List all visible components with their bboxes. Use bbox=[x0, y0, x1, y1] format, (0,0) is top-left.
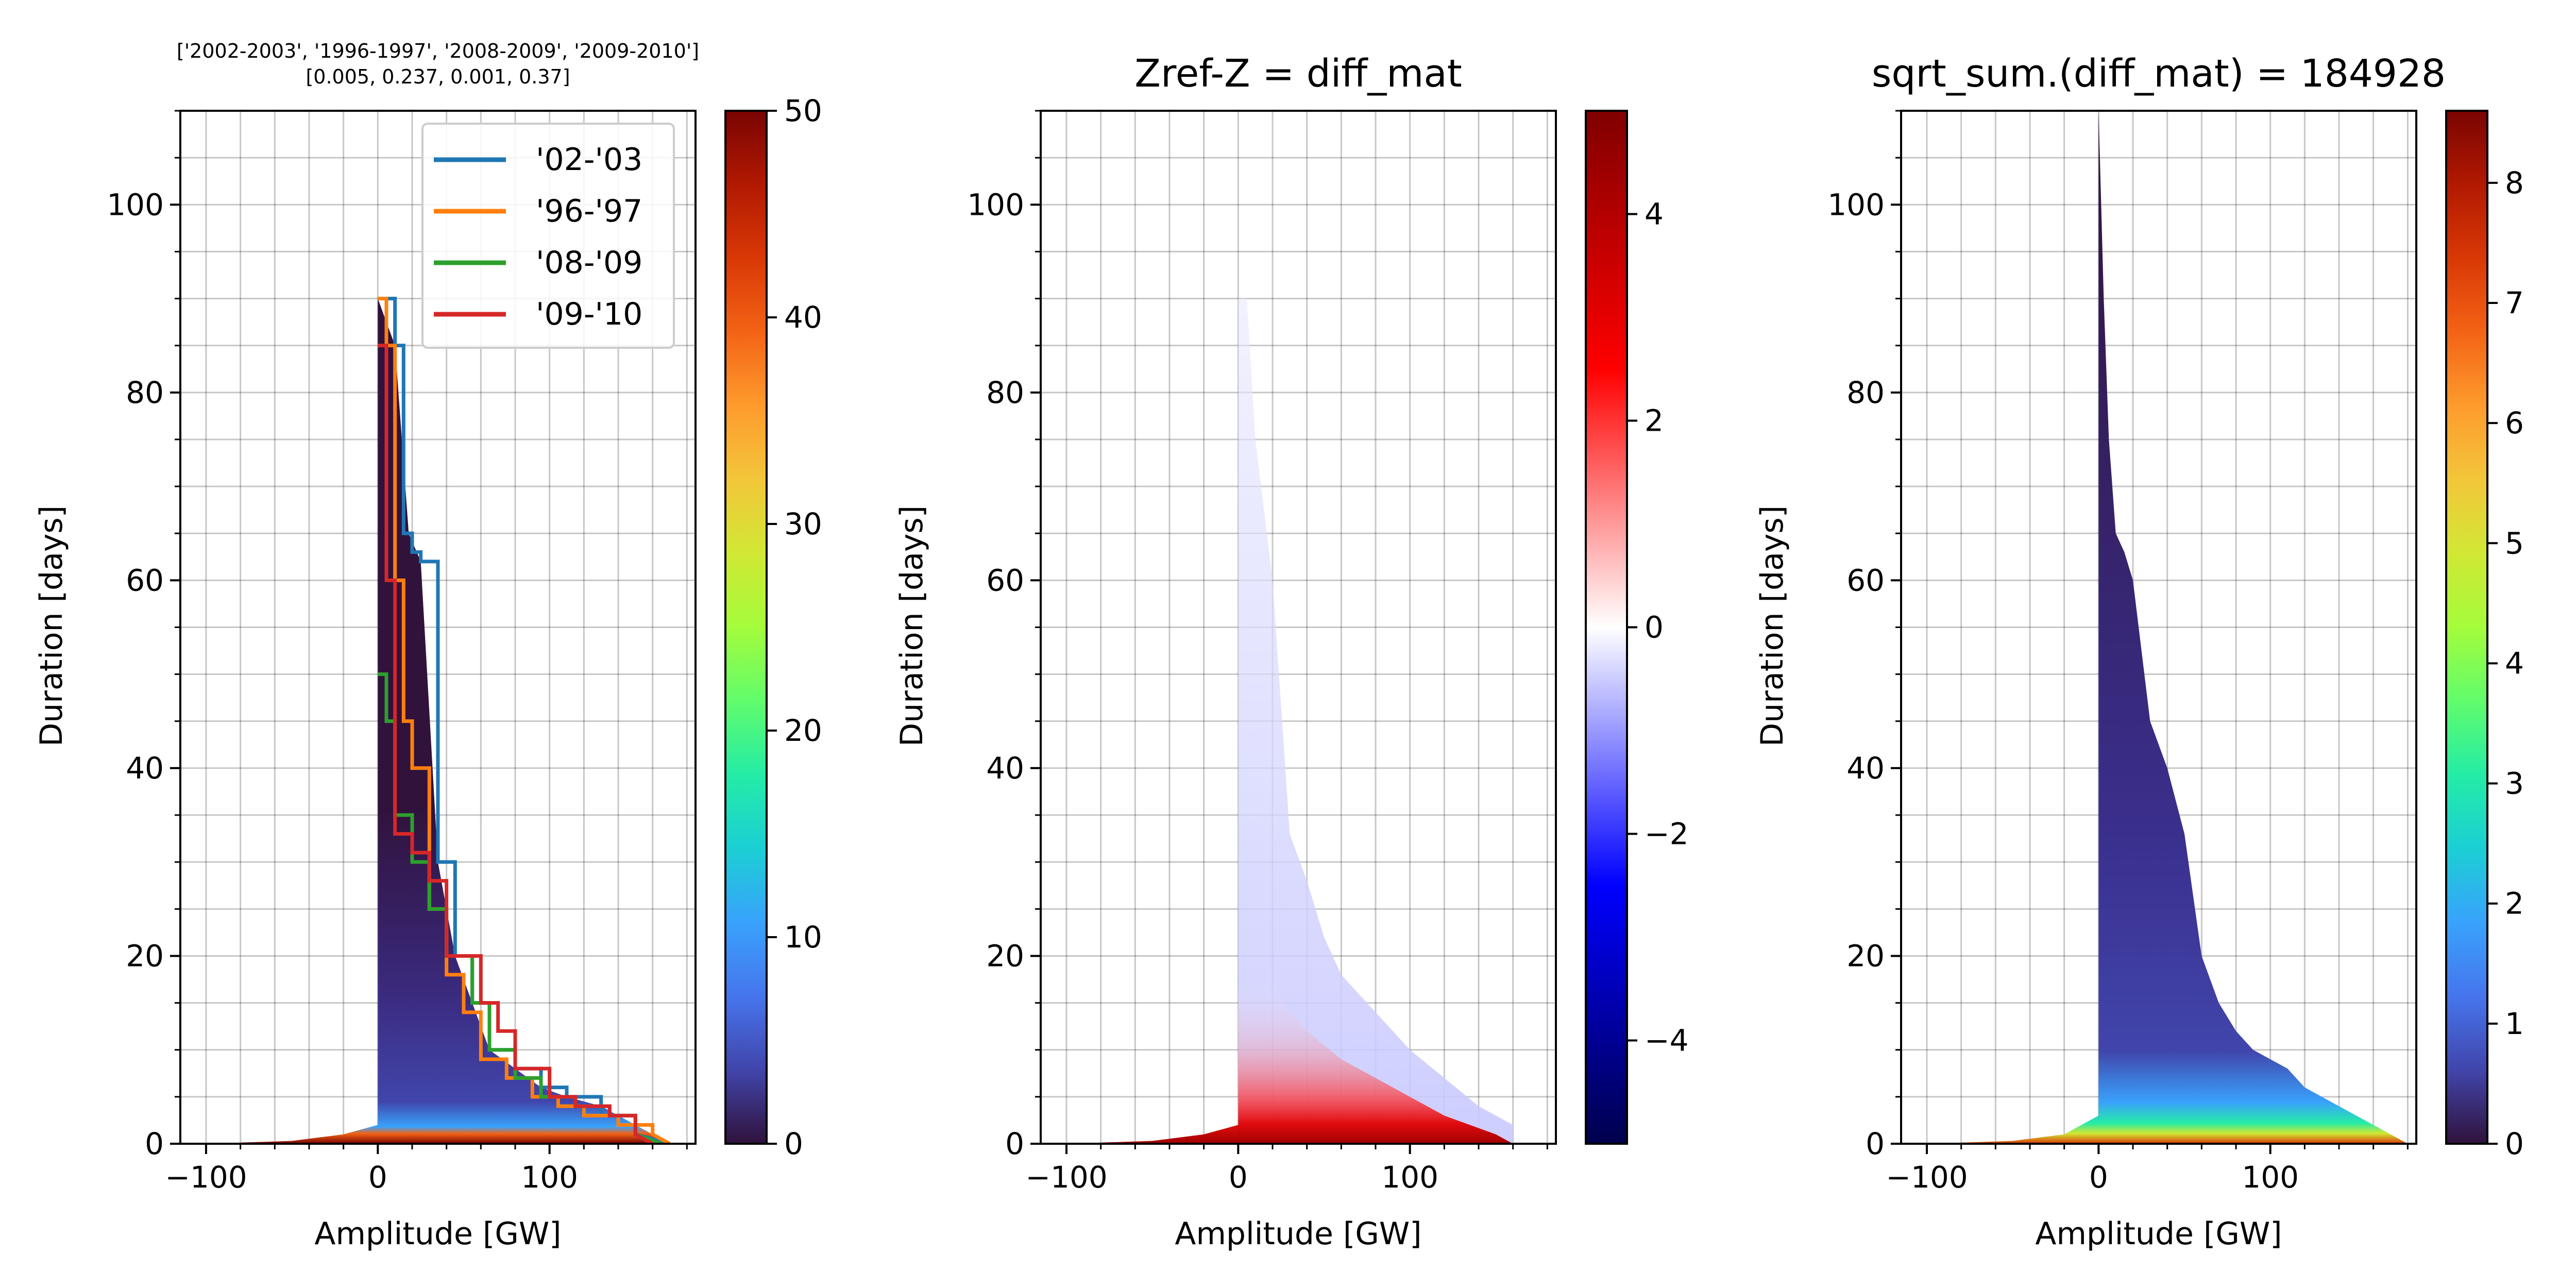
diff-negative-region bbox=[1238, 298, 1513, 1144]
colorbar-gradient bbox=[724, 110, 768, 1145]
series-line-2 bbox=[378, 297, 671, 1144]
x-tick-label: 100 bbox=[2242, 1160, 2299, 1195]
heatmap-envelope bbox=[1927, 111, 2408, 1144]
panel-1: ['2002-2003', '1996-1997', '2008-2009', … bbox=[33, 40, 822, 1252]
colorbar-tick-label: 5 bbox=[2505, 526, 2524, 561]
colorbar-tick-label: 10 bbox=[784, 920, 822, 955]
panel-2-title: Zref-Z = diff_mat bbox=[1134, 52, 1462, 96]
colorbar-tick-label: 50 bbox=[784, 93, 822, 128]
y-tick-label: 40 bbox=[1846, 751, 1885, 786]
x-tick-label: −100 bbox=[1025, 1160, 1107, 1195]
colorbar-tick-label: 0 bbox=[1645, 610, 1664, 645]
x-tick-label: 100 bbox=[1381, 1160, 1438, 1195]
y-tick-label: 60 bbox=[1846, 563, 1885, 598]
heatmap-content bbox=[1066, 298, 1513, 1144]
colorbar-tick-label: 2 bbox=[1645, 403, 1664, 438]
panel-3: sqrt_sum.(diff_mat) = 184928 −100 0 100020… bbox=[1754, 52, 2524, 1252]
x-tick-label: 100 bbox=[521, 1160, 578, 1195]
diff-positive-region bbox=[1066, 815, 1513, 1144]
panel-1-x-axis-label: Amplitude [GW] bbox=[314, 1216, 561, 1252]
colorbar-tick-label: 4 bbox=[2505, 646, 2524, 681]
x-tick-label: −100 bbox=[165, 1160, 247, 1195]
panel-2-x-axis-label: Amplitude [GW] bbox=[1175, 1216, 1421, 1252]
y-tick-label: 20 bbox=[126, 938, 164, 973]
legend-label-1: '02-'03 bbox=[536, 142, 642, 178]
panel-2-colorbar: −4 −2 0 2 4 bbox=[1585, 110, 1689, 1145]
y-tick-label: 0 bbox=[1866, 1126, 1885, 1161]
y-tick-label: 100 bbox=[967, 187, 1024, 222]
y-tick-label: 60 bbox=[986, 563, 1024, 598]
legend-label-2: '96-'97 bbox=[536, 193, 642, 229]
y-tick-label: 100 bbox=[107, 187, 164, 222]
legend-label-3: '08-'09 bbox=[536, 245, 642, 281]
legend-label-4: '09-'10 bbox=[536, 296, 642, 332]
colorbar-tick-label: 1 bbox=[2505, 1006, 2524, 1041]
panel-3-colorbar: 0 1 2 3 4 5 6 7 8 bbox=[2445, 110, 2524, 1161]
colorbar-tick-label: 30 bbox=[784, 506, 822, 541]
colorbar-tick-label: 2 bbox=[2505, 886, 2524, 921]
x-tick-label: 0 bbox=[368, 1160, 387, 1195]
colorbar-gradient bbox=[1585, 110, 1628, 1145]
panel-3-y-axis-label: Duration [days] bbox=[1754, 505, 1790, 747]
y-tick-label: 0 bbox=[145, 1126, 164, 1161]
x-tick-label: −100 bbox=[1886, 1160, 1968, 1195]
colorbar-tick-label: 0 bbox=[784, 1126, 803, 1161]
series-line-4 bbox=[378, 344, 654, 1144]
colorbar-tick-label: 7 bbox=[2505, 285, 2524, 320]
y-tick-label: 80 bbox=[1846, 375, 1885, 410]
y-tick-label: 80 bbox=[986, 375, 1024, 410]
colorbar-tick-label: 6 bbox=[2505, 405, 2524, 440]
panel-3-x-axis-label: Amplitude [GW] bbox=[2035, 1216, 2282, 1252]
legend-box bbox=[421, 123, 675, 349]
y-tick-label: 80 bbox=[126, 375, 164, 410]
panel-1-y-axis-label: Duration [days] bbox=[33, 505, 70, 747]
colorbar-tick-label: 4 bbox=[1645, 197, 1664, 232]
x-tick-label: 0 bbox=[2089, 1160, 2108, 1195]
y-tick-label: 40 bbox=[986, 751, 1024, 786]
y-tick-label: 20 bbox=[1846, 938, 1885, 973]
heatmap-content bbox=[206, 297, 671, 1144]
panel-1-legend: '02-'03 '96-'97 '08-'09 '09-'10 bbox=[421, 123, 675, 349]
colorbar-tick-label: 0 bbox=[2505, 1126, 2524, 1161]
colorbar-tick-label: 40 bbox=[784, 300, 822, 335]
colorbar-tick-label: 8 bbox=[2505, 165, 2524, 200]
panel-1-title-line-1: ['2002-2003', '1996-1997', '2008-2009', … bbox=[177, 40, 699, 62]
colorbar-tick-label: 3 bbox=[2505, 766, 2524, 801]
colorbar-tick-label: −2 bbox=[1645, 817, 1689, 852]
panel-2-y-axis-label: Duration [days] bbox=[894, 505, 930, 747]
y-tick-label: 20 bbox=[986, 938, 1024, 973]
panel-1-colorbar: 0 10 20 30 40 50 bbox=[724, 93, 822, 1161]
y-tick-label: 60 bbox=[126, 563, 164, 598]
y-tick-label: 40 bbox=[126, 751, 164, 786]
colorbar-gradient bbox=[2445, 110, 2488, 1145]
heatmap-content bbox=[1927, 111, 2408, 1144]
heatmap-envelope bbox=[206, 298, 670, 1144]
y-tick-label: 100 bbox=[1827, 187, 1885, 222]
panel-3-title: sqrt_sum.(diff_mat) = 184928 bbox=[1872, 52, 2446, 96]
colorbar-tick-label: 20 bbox=[784, 713, 822, 748]
y-tick-label: 0 bbox=[1005, 1126, 1024, 1161]
colorbar-tick-label: −4 bbox=[1645, 1023, 1689, 1058]
x-tick-label: 0 bbox=[1229, 1160, 1248, 1195]
panel-1-title-line-2: [0.005, 0.237, 0.001, 0.37] bbox=[306, 65, 570, 88]
